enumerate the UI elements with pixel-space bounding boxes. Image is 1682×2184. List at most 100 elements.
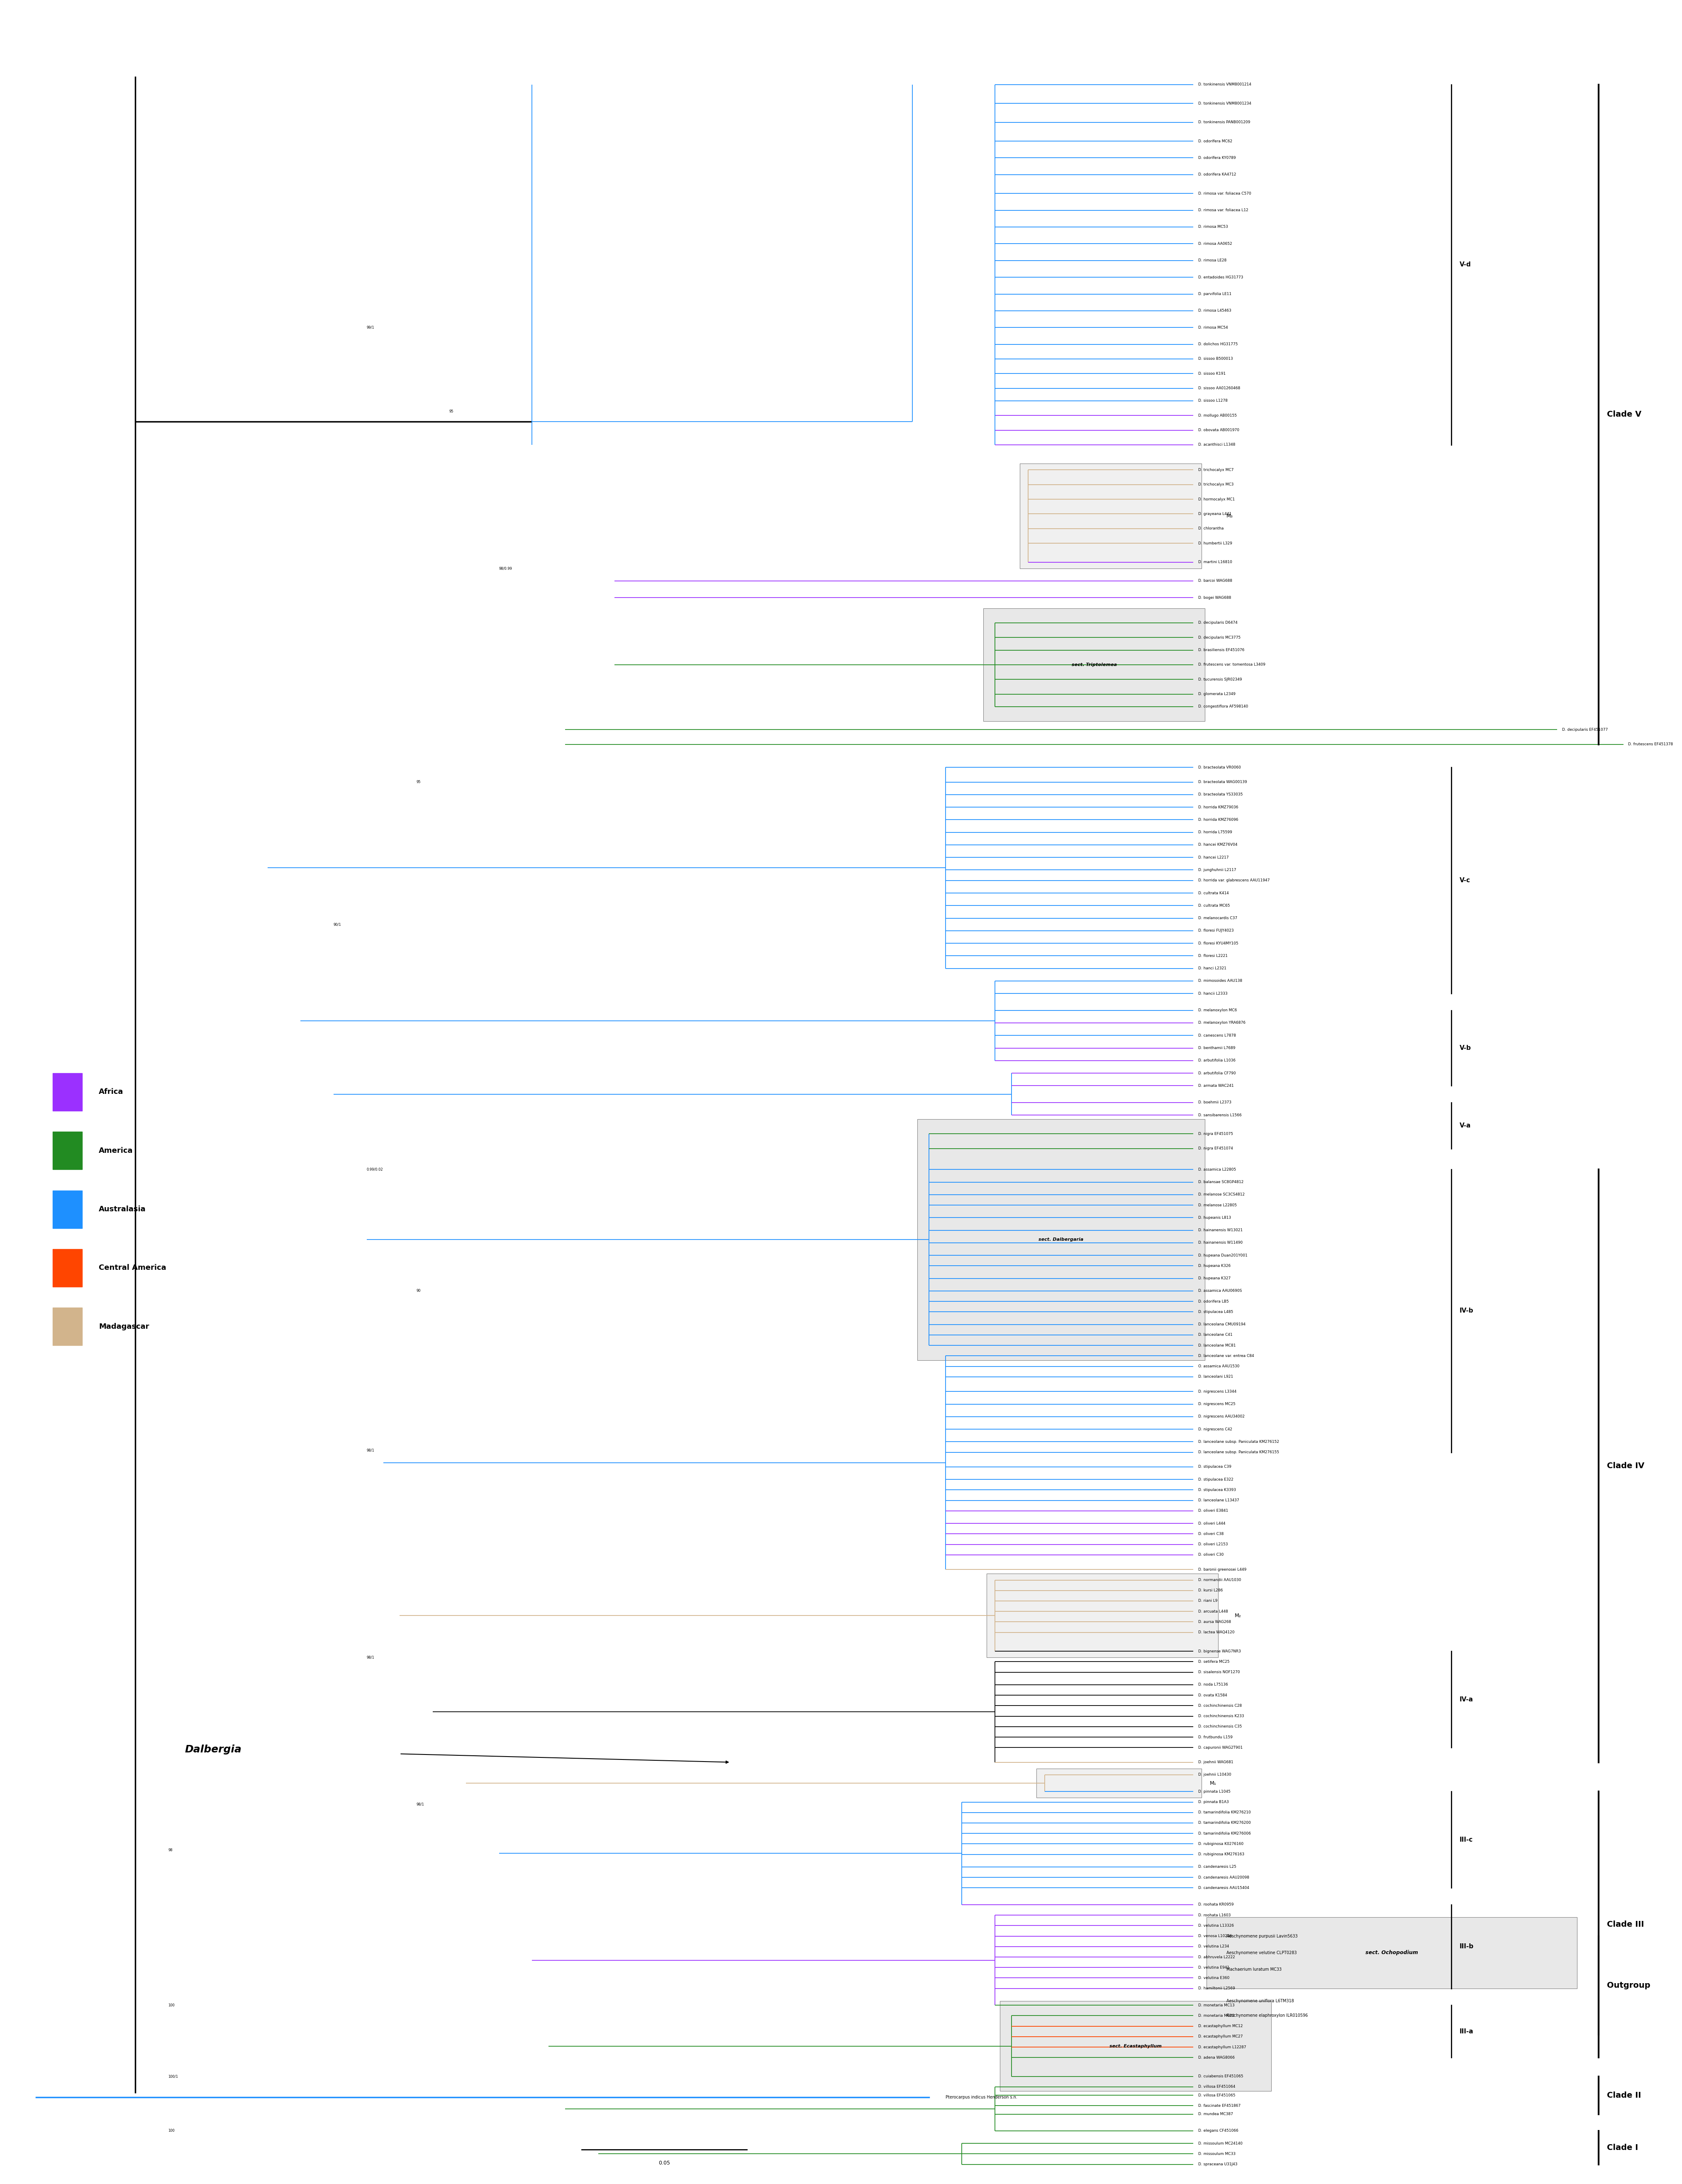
Text: D. bogei WAG688: D. bogei WAG688 (1198, 596, 1231, 601)
Text: D. hancei KMZ76V04: D. hancei KMZ76V04 (1198, 843, 1238, 847)
Text: America: America (99, 1147, 133, 1155)
Text: D. nigrescens C42: D. nigrescens C42 (1198, 1428, 1233, 1431)
Text: Clade IV: Clade IV (1606, 1461, 1645, 1470)
Text: 90: 90 (415, 1289, 420, 1293)
Text: D. cochinchinensis C35: D. cochinchinensis C35 (1198, 1725, 1241, 1728)
Text: D. horrida KMZ79036: D. horrida KMZ79036 (1198, 806, 1238, 808)
Text: D. tucurensis SJR02349: D. tucurensis SJR02349 (1198, 677, 1241, 681)
Text: Pterocarpus indicus Henderson s.n.: Pterocarpus indicus Henderson s.n. (945, 2094, 1018, 2099)
Text: Aeschynomene elaphroxylon ILR010596: Aeschynomene elaphroxylon ILR010596 (1226, 2014, 1309, 2018)
Text: D. oliveri L444: D. oliveri L444 (1198, 1522, 1226, 1524)
Text: D. parvifolia LE11: D. parvifolia LE11 (1198, 293, 1231, 295)
Bar (52, 1072, 82, 1112)
Text: D. ecastaphyllum L12287: D. ecastaphyllum L12287 (1198, 2044, 1246, 2049)
Text: Dalbergia: Dalbergia (185, 1745, 242, 1754)
Text: 100: 100 (168, 2003, 175, 2007)
Text: D. oliveri C38: D. oliveri C38 (1198, 1531, 1224, 1535)
Text: D. capuronii WAG2T901: D. capuronii WAG2T901 (1198, 1745, 1243, 1749)
Text: D. grayeana L441: D. grayeana L441 (1198, 511, 1231, 515)
Text: D. arbutifolia L1036: D. arbutifolia L1036 (1198, 1059, 1236, 1061)
Bar (987, 1575, 1218, 1658)
Text: Outgroup: Outgroup (1606, 1981, 1650, 1990)
Text: Clade V: Clade V (1606, 411, 1642, 419)
Text: D. stipulacea L485: D. stipulacea L485 (1198, 1310, 1233, 1315)
Text: sect. Triptolemea: sect. Triptolemea (1071, 662, 1117, 666)
Text: D. obovata AB001970: D. obovata AB001970 (1198, 428, 1240, 432)
Text: D. hainanensis W11490: D. hainanensis W11490 (1198, 1241, 1243, 1245)
Text: D. mollugo AB00155: D. mollugo AB00155 (1198, 413, 1236, 417)
Bar (52, 1131, 82, 1168)
Text: D. stipulacea E322: D. stipulacea E322 (1198, 1479, 1233, 1481)
Text: D. assamica L22805: D. assamica L22805 (1198, 1168, 1236, 1171)
Text: D. kursi L286: D. kursi L286 (1198, 1588, 1223, 1592)
Text: D. assamica AAU0690S: D. assamica AAU0690S (1198, 1289, 1241, 1293)
Text: sect. Ochopodium: sect. Ochopodium (1366, 1950, 1418, 1955)
Text: D. noda L75136: D. noda L75136 (1198, 1684, 1228, 1686)
Text: D. sissoo L1278: D. sissoo L1278 (1198, 400, 1228, 402)
Text: D. melanocardis C37: D. melanocardis C37 (1198, 917, 1238, 919)
Text: D. tamarindifolia KM276210: D. tamarindifolia KM276210 (1198, 1811, 1251, 1815)
Text: Central America: Central America (99, 1265, 167, 1271)
Text: D. cultrata MC65: D. cultrata MC65 (1198, 904, 1230, 909)
Text: D. bracteolata VR0060: D. bracteolata VR0060 (1198, 764, 1241, 769)
Text: D. cuiabensis EF451065: D. cuiabensis EF451065 (1198, 2075, 1243, 2079)
Text: III-c: III-c (1460, 1837, 1473, 1843)
Text: Machaerium luratum MC33: Machaerium luratum MC33 (1226, 1968, 1282, 1972)
Text: D. baronii greenosei L449: D. baronii greenosei L449 (1198, 1568, 1246, 1572)
Text: D. elegans CF451066: D. elegans CF451066 (1198, 2129, 1238, 2134)
Bar (1019, 463, 1201, 568)
Text: 100/1: 100/1 (168, 2075, 178, 2079)
Text: D. roohata L1603: D. roohata L1603 (1198, 1913, 1231, 1918)
Text: D. ovata K1584: D. ovata K1584 (1198, 1693, 1228, 1697)
Text: D. mundea MC387: D. mundea MC387 (1198, 2112, 1233, 2116)
Text: D. rubiginosa KM276163: D. rubiginosa KM276163 (1198, 1852, 1245, 1856)
Text: D. nigrescens L3344: D. nigrescens L3344 (1198, 1389, 1236, 1393)
Text: D. rimosa LE28: D. rimosa LE28 (1198, 258, 1226, 262)
Text: D. missoulum MC33: D. missoulum MC33 (1198, 2151, 1236, 2156)
Text: D. rimosa AA0652: D. rimosa AA0652 (1198, 242, 1233, 245)
Text: D. boehmii L2373: D. boehmii L2373 (1198, 1101, 1231, 1105)
Text: D. frutbundu L159: D. frutbundu L159 (1198, 1736, 1233, 1738)
Text: D. cochinchinensis K233: D. cochinchinensis K233 (1198, 1714, 1245, 1719)
Text: D. hupeana Duan201Y001: D. hupeana Duan201Y001 (1198, 1254, 1248, 1258)
Text: D. hupeana K326: D. hupeana K326 (1198, 1265, 1231, 1267)
Text: D. lanceolane subsp. Paniculata KM276155: D. lanceolane subsp. Paniculata KM276155 (1198, 1450, 1280, 1455)
Text: 98: 98 (168, 1848, 173, 1852)
Text: D. hupeanis L813: D. hupeanis L813 (1198, 1216, 1231, 1219)
Text: D. hanci L2321: D. hanci L2321 (1198, 968, 1226, 970)
Text: D. setifera MC25: D. setifera MC25 (1198, 1660, 1230, 1664)
Text: D. odorífera MC62: D. odorífera MC62 (1198, 140, 1233, 142)
Text: Clade II: Clade II (1606, 2092, 1642, 2099)
Text: D. tamarindifolia KM276200: D. tamarindifolia KM276200 (1198, 1821, 1251, 1826)
Text: D. candenaresis L25: D. candenaresis L25 (1198, 1865, 1236, 1870)
Text: D. pinnata B1A3: D. pinnata B1A3 (1198, 1800, 1230, 1804)
Text: D. hupeana K327: D. hupeana K327 (1198, 1275, 1231, 1280)
Text: D. tonkinensis PANB001209: D. tonkinensis PANB001209 (1198, 120, 1250, 124)
Text: D. oliveri C30: D. oliveri C30 (1198, 1553, 1224, 1557)
Text: D. tamarindifolia KM276006: D. tamarindifolia KM276006 (1198, 1832, 1251, 1835)
Text: D. melanose SC3CS4812: D. melanose SC3CS4812 (1198, 1192, 1245, 1197)
Text: III-a: III-a (1460, 2029, 1473, 2035)
Text: D. rubiginosa K0276160: D. rubiginosa K0276160 (1198, 1841, 1243, 1845)
Text: D. hancii L2333: D. hancii L2333 (1198, 992, 1228, 996)
Text: D. rimosa var. foliacea L12: D. rimosa var. foliacea L12 (1198, 207, 1248, 212)
Text: M₂: M₂ (1235, 1614, 1241, 1618)
Text: D. riani L9: D. riani L9 (1198, 1599, 1218, 1603)
Text: D. fascinate EF451867: D. fascinate EF451867 (1198, 2103, 1241, 2108)
Text: D. bracteolata YS33035: D. bracteolata YS33035 (1198, 793, 1243, 797)
Text: D. brasiliensis EF451076: D. brasiliensis EF451076 (1198, 649, 1245, 653)
Text: 98/1: 98/1 (415, 1802, 424, 1806)
Text: M₃: M₃ (1226, 513, 1233, 520)
Text: D. monetaria MC22: D. monetaria MC22 (1198, 2014, 1235, 2018)
Text: D. normandii AAU1030: D. normandii AAU1030 (1198, 1579, 1241, 1581)
Text: 95: 95 (449, 408, 454, 413)
Text: D. lactea WAQ4120: D. lactea WAQ4120 (1198, 1631, 1235, 1634)
FancyBboxPatch shape (984, 607, 1204, 721)
Text: D. trichocalyx MC3: D. trichocalyx MC3 (1198, 483, 1235, 487)
Text: D. decipularis MC3775: D. decipularis MC3775 (1198, 636, 1241, 640)
Text: D. lanceolane MC81: D. lanceolane MC81 (1198, 1343, 1236, 1348)
Text: D. trichocalyx MC7: D. trichocalyx MC7 (1198, 467, 1235, 472)
Text: D. armata WAC241: D. armata WAC241 (1198, 1083, 1235, 1088)
Text: D. frutescens EF451378: D. frutescens EF451378 (1628, 743, 1674, 747)
Text: IV-b: IV-b (1460, 1308, 1473, 1315)
